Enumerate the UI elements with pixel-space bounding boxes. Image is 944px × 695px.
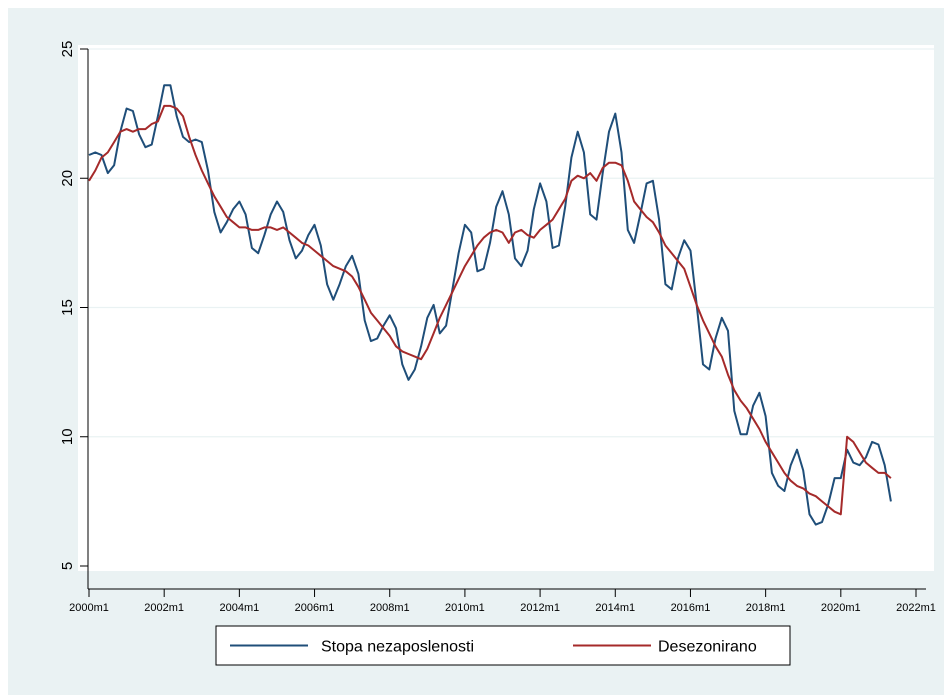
x-tick-label: 2006m1 <box>295 602 335 614</box>
x-tick-label: 2014m1 <box>595 602 635 614</box>
legend: Stopa nezaposlenosti Desezonirano <box>215 625 791 666</box>
line-chart: 5 10 15 20 25 2000m1 2002m1 2004m1 2006m1 2008m1 2… <box>59 41 936 666</box>
series-line-desezonirano <box>88 104 892 516</box>
series-lines <box>88 84 892 526</box>
x-tick-label: 2008m1 <box>370 602 410 614</box>
x-tick-label: 2000m1 <box>69 602 109 614</box>
series-line-stopa-nezaposlenosti <box>88 84 892 526</box>
axes: 5 10 15 20 25 2000m1 2002m1 2004m1 2006m1 2008m1 2… <box>59 41 936 614</box>
legend-label: Stopa nezaposlenosti <box>321 639 474 656</box>
x-tick-label: 2018m1 <box>746 602 786 614</box>
y-tick-label: 10 <box>59 428 76 445</box>
y-tick-label: 5 <box>59 562 76 570</box>
x-tick-label: 2010m1 <box>445 602 485 614</box>
chart-background: 5 10 15 20 25 2000m1 2002m1 2004m1 2006m1 2008m1 2… <box>8 8 944 695</box>
x-tick-label: 2016m1 <box>671 602 711 614</box>
legend-box <box>215 625 791 666</box>
x-tick-label: 2004m1 <box>219 602 259 614</box>
x-tick-label: 2002m1 <box>144 602 184 614</box>
y-tick-label: 15 <box>59 299 76 316</box>
y-tick-label: 20 <box>59 170 76 187</box>
grid-lines <box>88 48 934 438</box>
legend-label: Desezonirano <box>658 639 757 656</box>
x-tick-label: 2020m1 <box>821 602 861 614</box>
x-tick-label: 2022m1 <box>896 602 936 614</box>
y-tick-label: 25 <box>59 41 76 58</box>
x-tick-label: 2012m1 <box>520 602 560 614</box>
